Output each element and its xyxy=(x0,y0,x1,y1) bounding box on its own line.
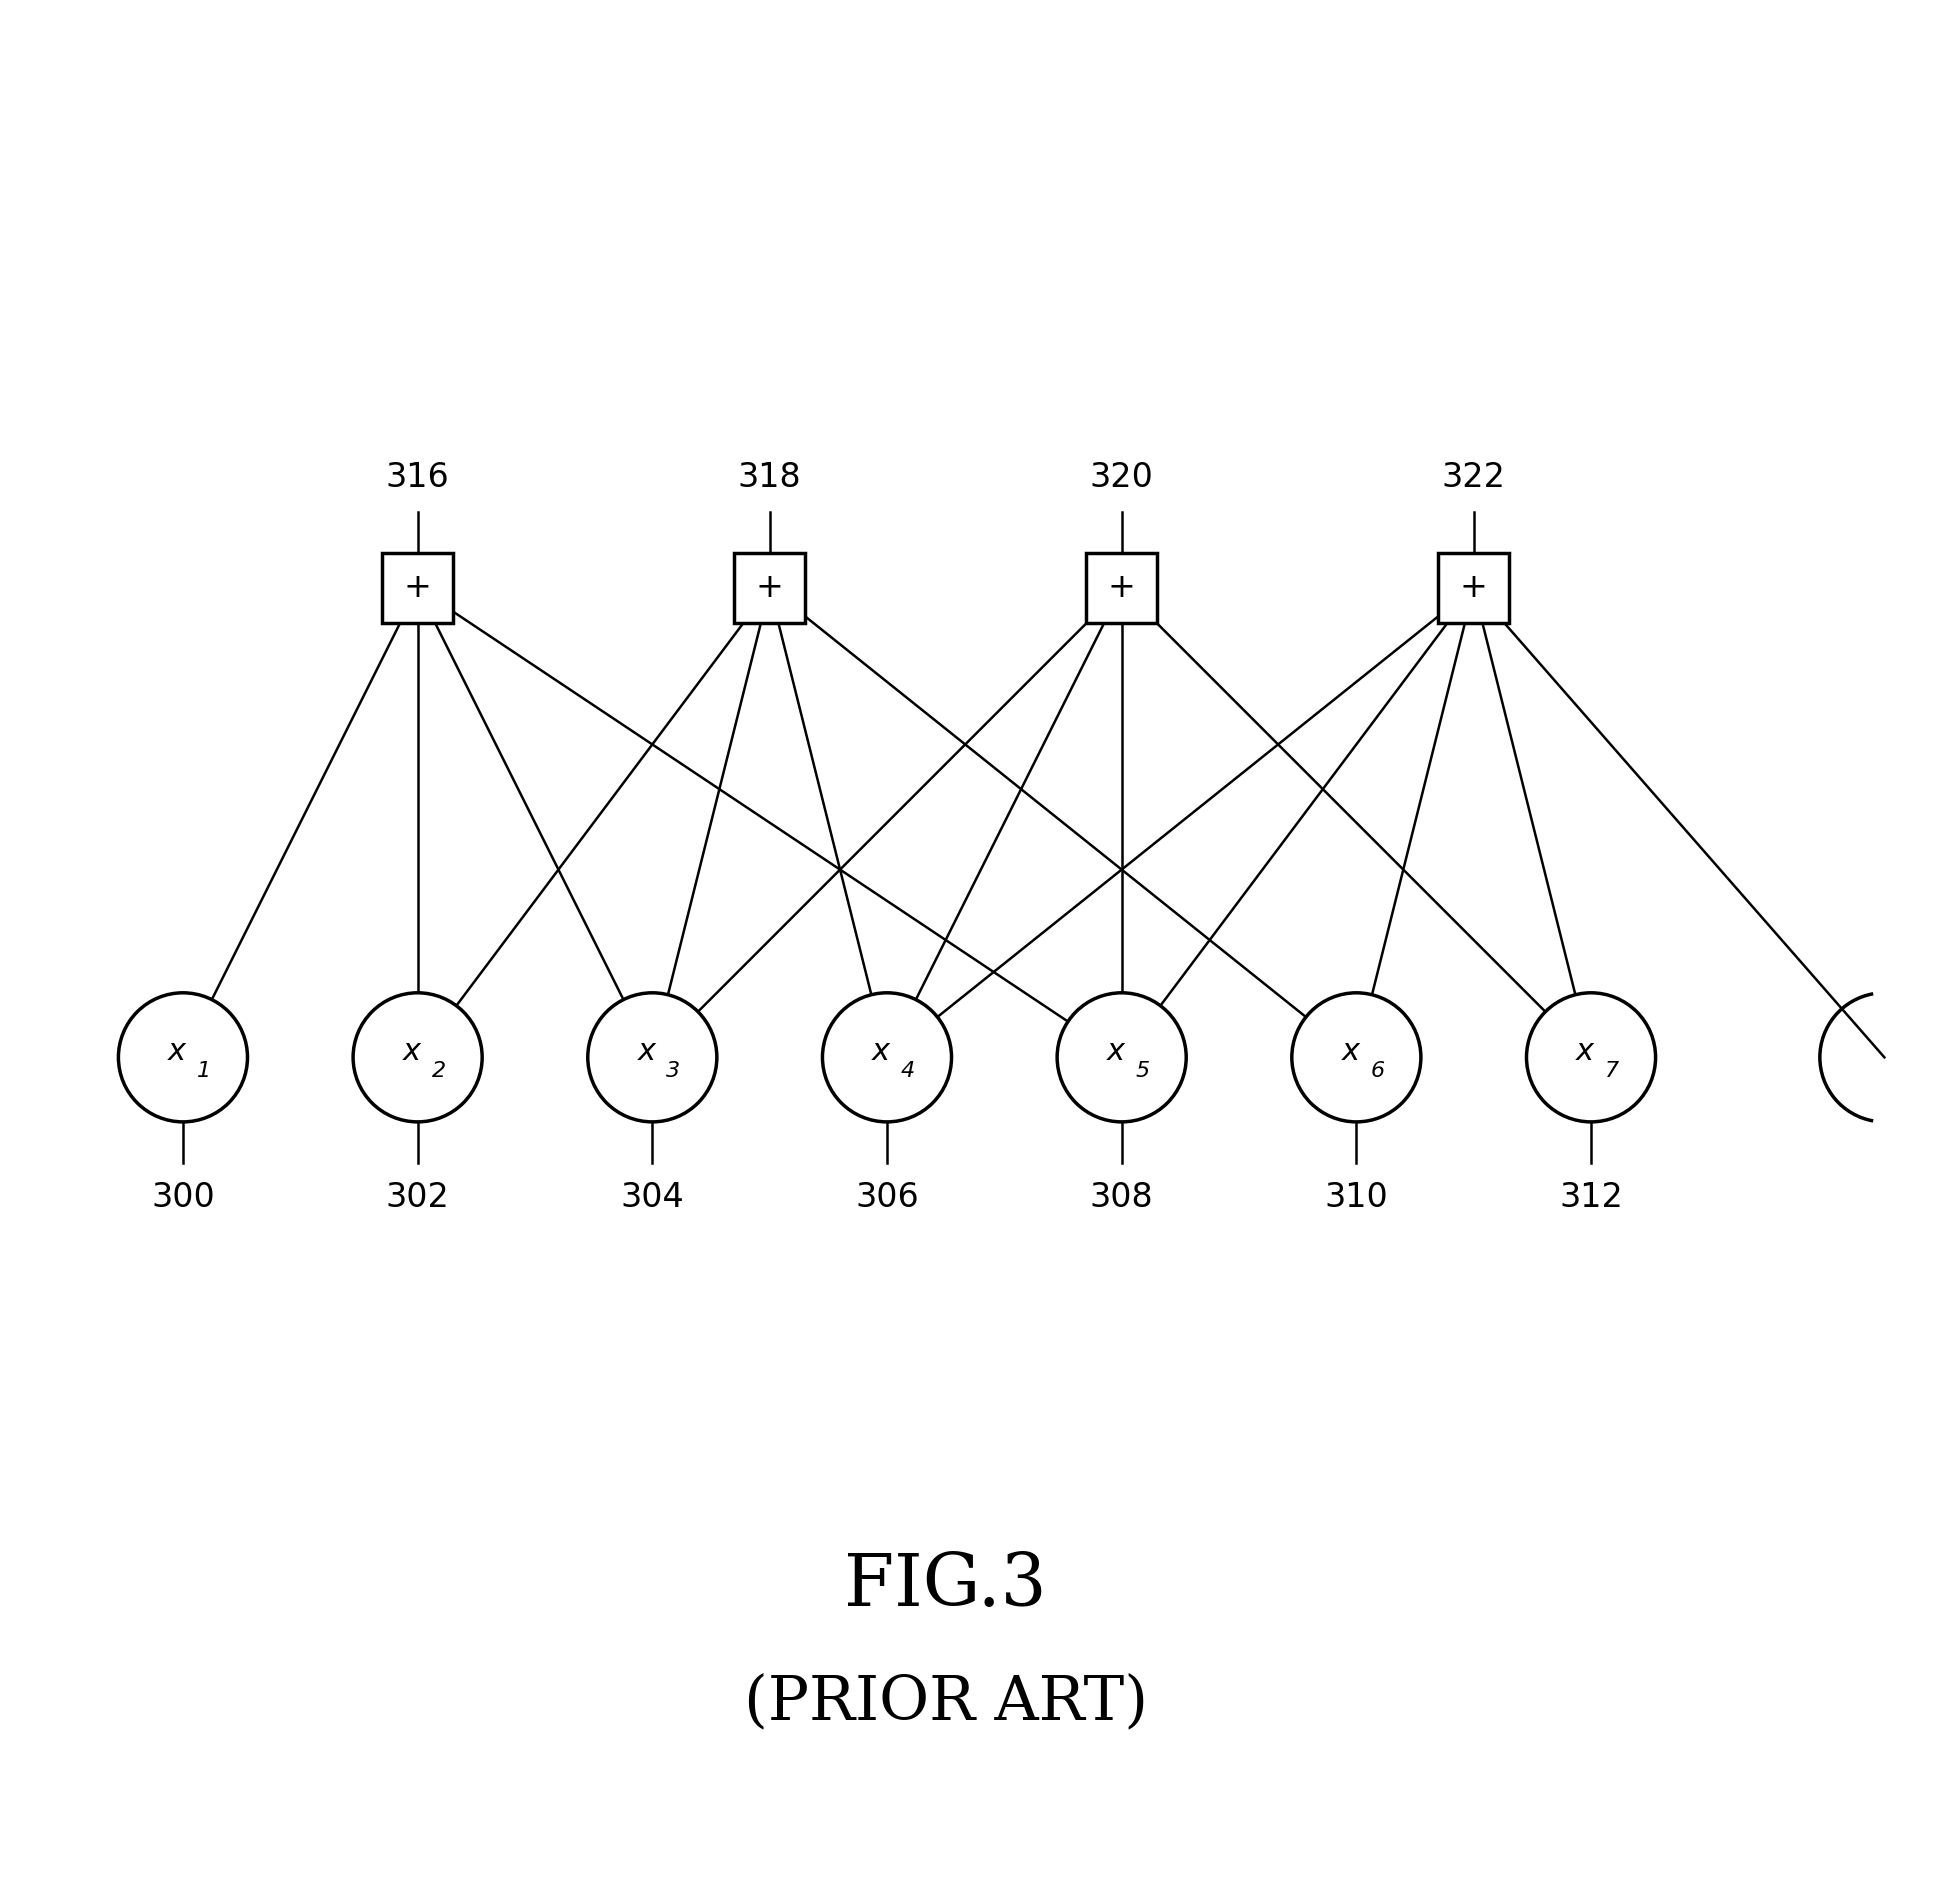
Text: +: + xyxy=(1108,572,1135,605)
Text: 316: 316 xyxy=(386,461,450,494)
Text: 1: 1 xyxy=(197,1062,211,1081)
Text: 304: 304 xyxy=(620,1181,684,1214)
Circle shape xyxy=(823,993,952,1122)
Text: 310: 310 xyxy=(1324,1181,1388,1214)
Circle shape xyxy=(1527,993,1656,1122)
Circle shape xyxy=(119,993,248,1122)
Text: x: x xyxy=(1342,1038,1359,1066)
FancyBboxPatch shape xyxy=(735,553,805,622)
Text: 320: 320 xyxy=(1090,461,1154,494)
Text: 322: 322 xyxy=(1441,461,1505,494)
Text: +: + xyxy=(404,572,431,605)
Text: FIG.3: FIG.3 xyxy=(844,1551,1047,1621)
Text: 4: 4 xyxy=(901,1062,915,1081)
Text: 306: 306 xyxy=(856,1181,918,1214)
Text: 6: 6 xyxy=(1371,1062,1384,1081)
Text: 300: 300 xyxy=(150,1181,214,1214)
Text: x: x xyxy=(1108,1038,1125,1066)
Text: +: + xyxy=(757,572,784,605)
FancyBboxPatch shape xyxy=(1439,553,1509,622)
Circle shape xyxy=(587,993,718,1122)
Text: 302: 302 xyxy=(386,1181,450,1214)
Circle shape xyxy=(1291,993,1422,1122)
Text: 3: 3 xyxy=(667,1062,681,1081)
Text: 318: 318 xyxy=(737,461,801,494)
Text: 5: 5 xyxy=(1135,1062,1150,1081)
Text: x: x xyxy=(638,1038,655,1066)
Text: x: x xyxy=(168,1038,185,1066)
Text: (PRIOR ART): (PRIOR ART) xyxy=(743,1673,1149,1733)
Text: 7: 7 xyxy=(1605,1062,1618,1081)
Text: x: x xyxy=(872,1038,889,1066)
Text: 308: 308 xyxy=(1090,1181,1154,1214)
Circle shape xyxy=(353,993,482,1122)
FancyBboxPatch shape xyxy=(382,553,452,622)
Text: x: x xyxy=(1576,1038,1595,1066)
Circle shape xyxy=(1057,993,1186,1122)
Text: 312: 312 xyxy=(1560,1181,1622,1214)
Text: +: + xyxy=(1461,572,1488,605)
Text: 2: 2 xyxy=(431,1062,447,1081)
Text: x: x xyxy=(404,1038,421,1066)
FancyBboxPatch shape xyxy=(1086,553,1156,622)
